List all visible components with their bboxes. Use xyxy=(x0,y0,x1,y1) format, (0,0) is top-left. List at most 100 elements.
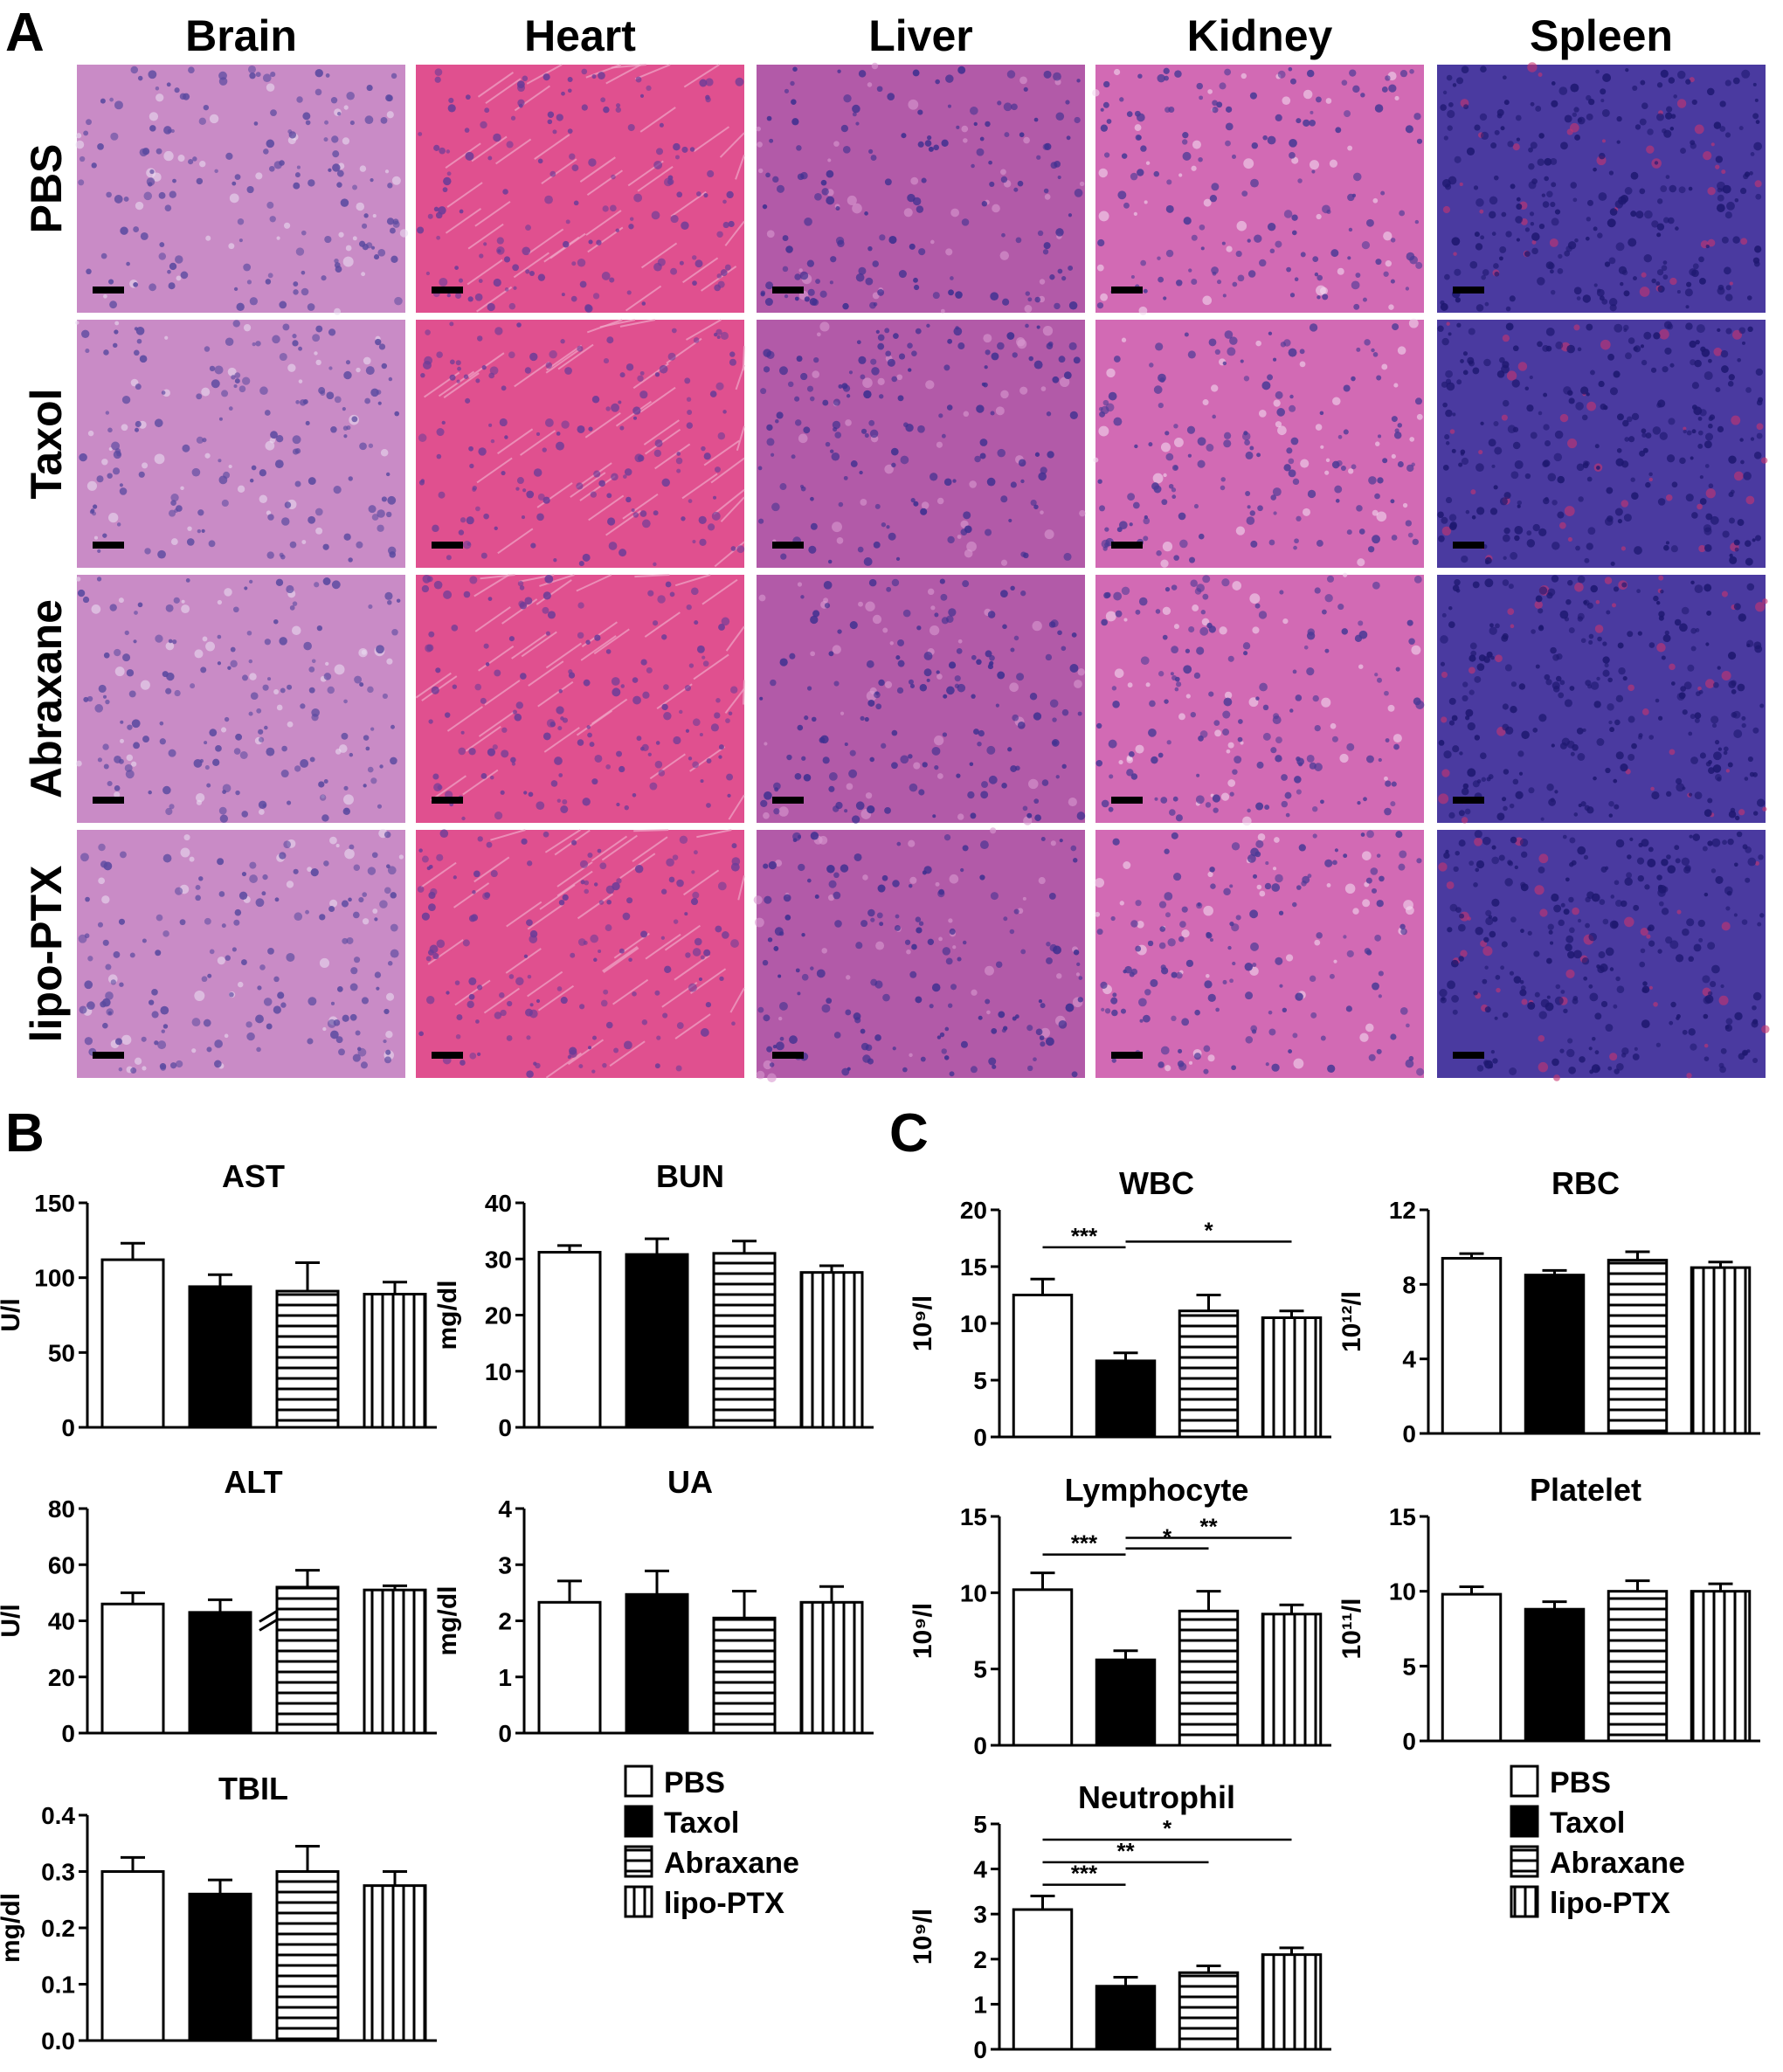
y-tick-label: 0.2 xyxy=(41,1915,75,1942)
bar-pbs xyxy=(1012,1294,1074,1439)
legend-label-pbs: PBS xyxy=(664,1766,725,1799)
bar-abraxane xyxy=(1178,1609,1240,1747)
micrograph-grid xyxy=(74,62,1770,1083)
legend-label-taxol: Taxol xyxy=(1550,1806,1625,1840)
organ-header-heart: Heart xyxy=(524,11,636,60)
y-tick-label: 15 xyxy=(960,1254,987,1281)
significance-label: ** xyxy=(1116,1838,1135,1864)
significance-label: *** xyxy=(1071,1861,1098,1887)
scale-bar xyxy=(1453,1052,1484,1059)
chart-title: TBIL xyxy=(218,1771,288,1806)
organ-header-kidney: Kidney xyxy=(1187,11,1333,60)
y-tick-label: 0 xyxy=(973,2036,987,2063)
chart-rbc: RBC 0 4 8 12 10¹²/l xyxy=(1337,1165,1760,1447)
y-tick-label: 3 xyxy=(498,1551,512,1578)
bar-lipo-ptx xyxy=(1261,1316,1323,1439)
y-tick-label: 10 xyxy=(960,1310,987,1337)
scale-bar xyxy=(1111,542,1143,549)
y-tick-label: 5 xyxy=(1402,1653,1416,1680)
y-tick-label: 0 xyxy=(1402,1728,1416,1755)
significance-label: *** xyxy=(1071,1530,1098,1557)
scale-bar xyxy=(772,287,804,294)
bar-pbs xyxy=(1441,1592,1503,1743)
y-tick-label: 8 xyxy=(1402,1271,1416,1298)
y-tick-label: 0 xyxy=(61,1720,75,1747)
y-tick-label: 4 xyxy=(973,1856,987,1883)
y-tick-label: 0 xyxy=(973,1732,987,1759)
y-tick-label: 100 xyxy=(34,1265,75,1292)
y-axis-label: mg/dl xyxy=(433,1586,462,1656)
scale-bar xyxy=(432,1052,463,1059)
bar-taxol xyxy=(1524,1607,1586,1743)
y-tick-label: 3 xyxy=(973,1901,987,1928)
micrograph-kidney-lipo-ptx xyxy=(1095,830,1425,1078)
bar-taxol xyxy=(188,1285,252,1429)
bar-taxol xyxy=(188,1892,252,2042)
micrograph-brain-lipo-ptx xyxy=(77,828,405,1078)
bar-pbs xyxy=(1012,1908,1074,2051)
y-tick-label: 12 xyxy=(1389,1197,1416,1224)
legend-swatch-taxol xyxy=(1510,1805,1539,1838)
y-tick-label: 10 xyxy=(1389,1578,1416,1606)
bar-abraxane xyxy=(1178,1309,1240,1439)
micrograph-liver-lipo-ptx xyxy=(753,827,1085,1083)
micrograph-liver-pbs xyxy=(756,62,1085,314)
micrograph-brain-taxol xyxy=(74,320,405,568)
y-tick-label: 5 xyxy=(973,1367,987,1394)
y-axis-label: 10⁹/l xyxy=(909,1603,937,1659)
y-tick-label: 1 xyxy=(973,1991,987,2018)
axis-break xyxy=(259,1610,278,1623)
bar-lipo-ptx xyxy=(363,1293,427,1429)
bar-charts: AST050100150U/lBUN010203040mg/dlALT02040… xyxy=(0,1158,1760,2063)
y-tick-label: 5 xyxy=(973,1656,987,1683)
scale-bar xyxy=(1453,287,1484,294)
chart-title: RBC xyxy=(1551,1165,1620,1201)
micrograph-heart-pbs xyxy=(416,64,745,313)
micrograph-spleen-lipo-ptx xyxy=(1437,830,1770,1081)
y-tick-label: 2 xyxy=(498,1608,512,1635)
bar-abraxane xyxy=(1607,1259,1669,1435)
bar-lipo-ptx xyxy=(1690,1266,1752,1435)
chart-bun: BUN 0 10 20 30 40 mg/dl xyxy=(433,1158,874,1441)
y-tick-label: 5 xyxy=(973,1811,987,1838)
y-tick-label: 15 xyxy=(1389,1503,1416,1530)
scale-bar xyxy=(772,797,804,804)
y-axis-label: 10⁹/l xyxy=(909,1909,937,1965)
group-label-abraxane: Abraxane xyxy=(22,599,71,798)
legend-swatch-taxol xyxy=(624,1805,653,1838)
y-tick-label: 0.4 xyxy=(41,1802,75,1829)
group-label-pbs: PBS xyxy=(22,144,71,234)
bar-taxol xyxy=(1524,1274,1586,1435)
y-tick-label: 20 xyxy=(960,1197,987,1224)
y-tick-label: 40 xyxy=(48,1608,75,1635)
y-tick-label: 10 xyxy=(960,1579,987,1606)
bar-abraxane xyxy=(275,1585,340,1735)
micrograph-liver-taxol xyxy=(757,320,1086,568)
bar-lipo-ptx xyxy=(1690,1590,1752,1743)
panel-label-a: A xyxy=(5,3,45,63)
bar-lipo-ptx xyxy=(363,1588,427,1735)
bar-lipo-ptx xyxy=(799,1600,864,1735)
y-tick-label: 1 xyxy=(498,1664,512,1691)
micrograph-heart-lipo-ptx xyxy=(416,829,745,1079)
y-axis-label: U/l xyxy=(0,1604,25,1637)
bar-pbs xyxy=(537,1251,602,1429)
y-tick-label: 0 xyxy=(498,1414,512,1441)
scale-bar xyxy=(772,542,804,549)
bar-taxol xyxy=(625,1592,689,1735)
y-axis-label: mg/dl xyxy=(0,1893,25,1963)
micrograph-brain-abraxane xyxy=(75,575,405,823)
scale-bar xyxy=(93,1052,124,1059)
micrograph-heart-abraxane xyxy=(415,574,745,823)
panel-label-b: B xyxy=(5,1103,45,1164)
bar-taxol xyxy=(625,1253,689,1429)
scale-bar xyxy=(93,542,124,549)
bar-abraxane xyxy=(1607,1590,1669,1743)
legend-label-pbs: PBS xyxy=(1550,1766,1611,1799)
legend-swatch-abraxane xyxy=(1510,1845,1539,1878)
y-tick-label: 20 xyxy=(485,1302,512,1330)
y-tick-label: 20 xyxy=(48,1664,75,1691)
